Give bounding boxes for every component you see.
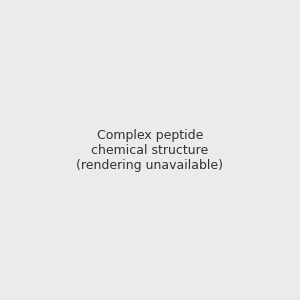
Text: Complex peptide
chemical structure
(rendering unavailable): Complex peptide chemical structure (rend… xyxy=(76,128,224,172)
